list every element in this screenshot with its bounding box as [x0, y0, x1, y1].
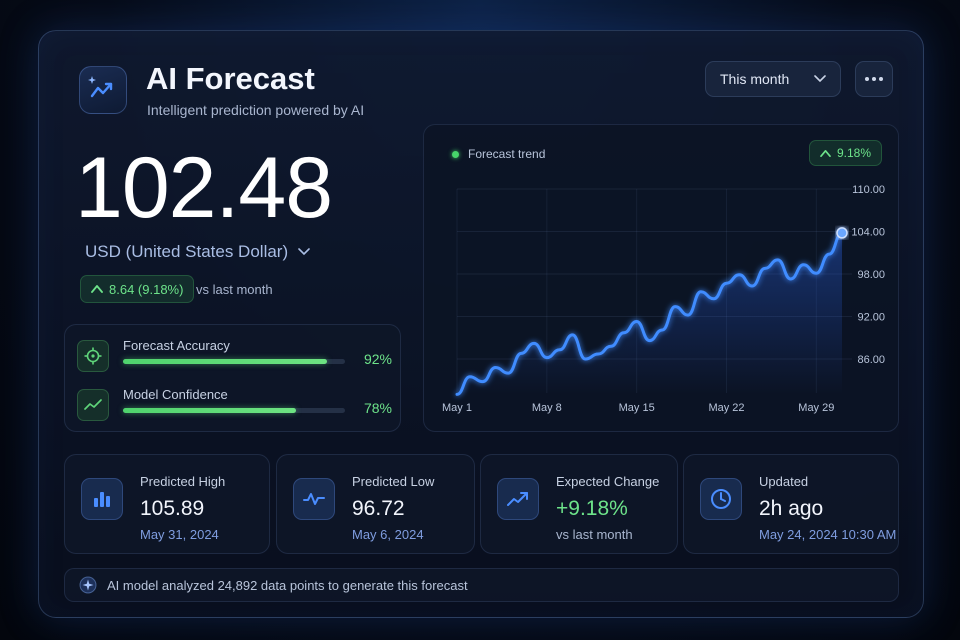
stat-label: Updated [759, 474, 809, 489]
stat-expected-change: Expected Change +9.18% vs last month [480, 454, 678, 554]
x-tick-label: May 29 [798, 402, 834, 414]
series-area [457, 232, 842, 395]
forecast-chart-panel: 110.00 104.00 98.00 92.00 86.00 May 1 May 8 May… [423, 124, 899, 432]
period-select-value: This month [720, 71, 790, 87]
legend-label: Forecast trend [468, 147, 546, 161]
y-tick-label: 104.00 [851, 227, 885, 239]
arrow-up-icon [91, 285, 103, 293]
progress-track [123, 408, 345, 413]
sparkle-icon [79, 576, 97, 594]
x-tick-label: May 8 [532, 402, 562, 414]
trend-up-icon [497, 478, 539, 520]
arrow-up-icon [820, 149, 831, 157]
metric-value: 92% [363, 351, 392, 367]
series-line [455, 231, 844, 396]
page-subtitle: Intelligent prediction powered by AI [147, 102, 365, 118]
last-point-marker [836, 227, 848, 239]
stat-subtext: May 24, 2024 10:30 AM [759, 527, 897, 542]
forecast-chart: 110.00 104.00 98.00 92.00 86.00 May 1 May 8 May… [442, 184, 885, 414]
change-badge: 8.64 (9.18%) [80, 275, 195, 303]
x-tick-label: May 15 [619, 402, 655, 414]
stat-label: Predicted Low [352, 474, 435, 489]
stat-value: 2h ago [759, 497, 824, 520]
metric-model-confidence: Model Confidence 78% [77, 386, 392, 426]
y-tick-label: 92.00 [857, 312, 885, 324]
change-note: vs last month [196, 282, 273, 297]
metrics-panel: Forecast Accuracy 92% Model Confidence 7… [64, 324, 401, 432]
footer-note-text: AI model analyzed 24,892 data points to … [107, 577, 468, 593]
stat-label: Predicted High [140, 474, 226, 489]
pulse-icon [293, 478, 335, 520]
more-dots-icon [865, 77, 869, 81]
stat-value: 105.89 [140, 497, 205, 520]
stat-label: Expected Change [556, 474, 660, 489]
stat-updated: Updated 2h ago May 24, 2024 10:30 AM [683, 454, 899, 554]
stat-subtext: vs last month [556, 527, 633, 542]
chevron-down-icon [298, 248, 310, 256]
currency-label: USD (United States Dollar) [85, 242, 289, 261]
chart-legend: Forecast trend [452, 147, 545, 161]
x-tick-label: May 22 [708, 402, 744, 414]
chart-badge-value: 9.18% [836, 146, 871, 160]
period-select[interactable]: This month [705, 61, 841, 97]
metric-label: Model Confidence [123, 387, 228, 402]
forecast-card: AI Forecast Intelligent prediction power… [38, 30, 924, 618]
metric-value: 78% [363, 400, 392, 416]
trend-sparkle-icon [88, 76, 113, 98]
stat-subtext: May 31, 2024 [140, 527, 219, 542]
metric-forecast-accuracy: Forecast Accuracy 92% [77, 337, 392, 377]
x-tick-label: May 1 [442, 402, 472, 414]
clock-icon [700, 478, 742, 520]
stat-value: +9.18% [556, 497, 628, 520]
chart-change-badge: 9.18% [808, 140, 882, 166]
progress-fill [123, 359, 328, 364]
stat-predicted-low: Predicted Low 96.72 May 6, 2024 [276, 454, 475, 554]
currency-select[interactable]: USD (United States Dollar) [85, 242, 310, 262]
y-tick-label: 110.00 [852, 184, 885, 196]
target-icon [77, 340, 109, 372]
progress-track [123, 359, 345, 364]
app-icon [79, 66, 127, 114]
change-value: 8.64 (9.18%) [109, 281, 184, 297]
y-tick-label: 98.00 [857, 269, 885, 281]
stat-value: 96.72 [352, 497, 405, 520]
metric-label: Forecast Accuracy [123, 338, 230, 353]
more-options-button[interactable] [855, 61, 893, 97]
y-tick-label: 86.00 [857, 354, 885, 366]
trend-line-icon [77, 389, 109, 421]
bar-chart-icon [81, 478, 123, 520]
legend-dot [452, 150, 459, 158]
page-title: AI Forecast [146, 61, 315, 96]
footer-note: AI model analyzed 24,892 data points to … [64, 568, 899, 602]
chevron-down-icon [814, 75, 826, 83]
stat-predicted-high: Predicted High 105.89 May 31, 2024 [64, 454, 270, 554]
forecast-value: 102.48 [75, 140, 333, 236]
stat-subtext: May 6, 2024 [352, 527, 424, 542]
progress-fill [123, 408, 297, 413]
